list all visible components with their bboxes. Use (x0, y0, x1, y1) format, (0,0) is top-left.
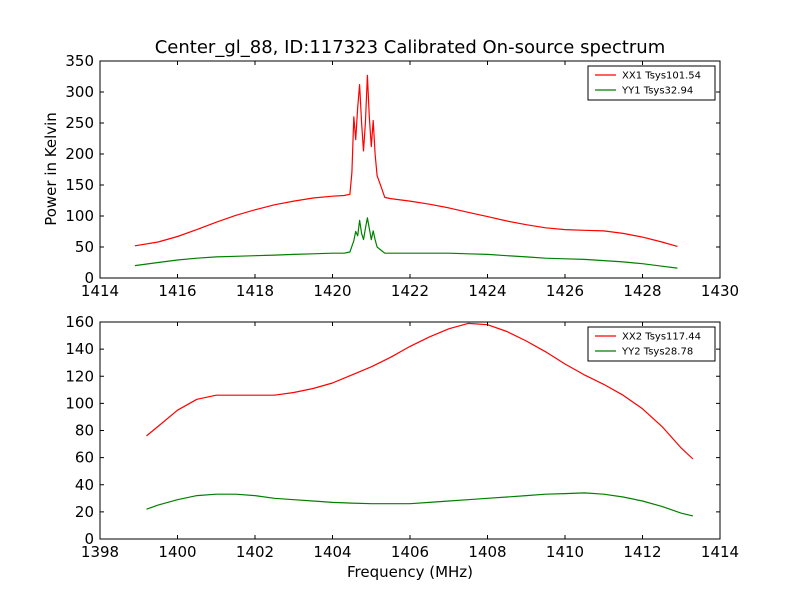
x-tick-label: 1412 (623, 543, 661, 561)
x-tick-label: 1420 (313, 282, 351, 300)
y-tick-label: 0 (84, 530, 94, 548)
y-tick-label: 200 (65, 145, 94, 163)
legend: XX1 Tsys101.54 YY1 Tsys32.94 (587, 65, 716, 101)
y-tick-label: 350 (65, 52, 94, 70)
legend-label-2: YY1 Tsys32.94 (621, 86, 693, 97)
x-tick-label: 1400 (158, 543, 196, 561)
legend: XX2 Tsys117.44 YY2 Tsys28.78 (587, 326, 716, 362)
x-tick-label: 1422 (391, 282, 429, 300)
y-tick-label: 300 (65, 83, 94, 101)
x-tick-label: 1410 (546, 543, 584, 561)
series-line-1 (134, 74, 678, 247)
legend-box (587, 326, 716, 362)
y-tick-label: 140 (65, 340, 94, 358)
x-tick-label: 1414 (701, 543, 739, 561)
x-tick-label: 1402 (236, 543, 274, 561)
y-tick-label: 0 (84, 269, 94, 287)
x-tick-label: 1424 (468, 282, 506, 300)
legend-label-1: XX2 Tsys117.44 (622, 332, 701, 343)
y-tick-label: 50 (75, 238, 94, 256)
x-tick-label: 1414 (81, 282, 119, 300)
y-tick-label: 150 (65, 176, 94, 194)
y-tick-label: 100 (65, 207, 94, 225)
x-tick-label: 1416 (158, 282, 196, 300)
x-tick-label: 1408 (468, 543, 506, 561)
x-tick-label: 1428 (623, 282, 661, 300)
legend-label-2: YY2 Tsys28.78 (621, 347, 693, 358)
x-tick-label: 1398 (81, 543, 119, 561)
top-spectrum-panel: 1414 1416 1418 1420 1422 1424 1426 1428 1430 0 50 1… (65, 52, 739, 300)
x-tick-label: 1404 (313, 543, 351, 561)
y-tick-label: 250 (65, 114, 94, 132)
bottom-spectrum-panel: 1398 1400 1402 1404 1406 1408 1410 1412 1414 0 20 4… (65, 313, 739, 561)
legend-box (587, 65, 716, 101)
series-line-2 (134, 217, 678, 269)
y-tick-label: 120 (65, 367, 94, 385)
x-axis-label: Frequency (MHz) (347, 563, 473, 581)
series-line-2 (146, 492, 694, 517)
y-tick-label: 40 (75, 476, 94, 494)
y-tick-label: 80 (75, 422, 94, 440)
y-tick-label: 100 (65, 394, 94, 412)
series-line-1 (146, 322, 694, 460)
chart-title: Center_gl_88, ID:117323 Calibrated On-so… (155, 37, 666, 58)
x-tick-label: 1406 (391, 543, 429, 561)
legend-label-1: XX1 Tsys101.54 (622, 71, 701, 82)
y-tick-label: 20 (75, 503, 94, 521)
y-tick-label: 60 (75, 449, 94, 467)
y-axis-label: Power in Kelvin (42, 112, 60, 226)
x-tick-label: 1426 (546, 282, 584, 300)
x-tick-label: 1418 (236, 282, 274, 300)
x-tick-label: 1430 (701, 282, 739, 300)
y-tick-label: 160 (65, 313, 94, 331)
